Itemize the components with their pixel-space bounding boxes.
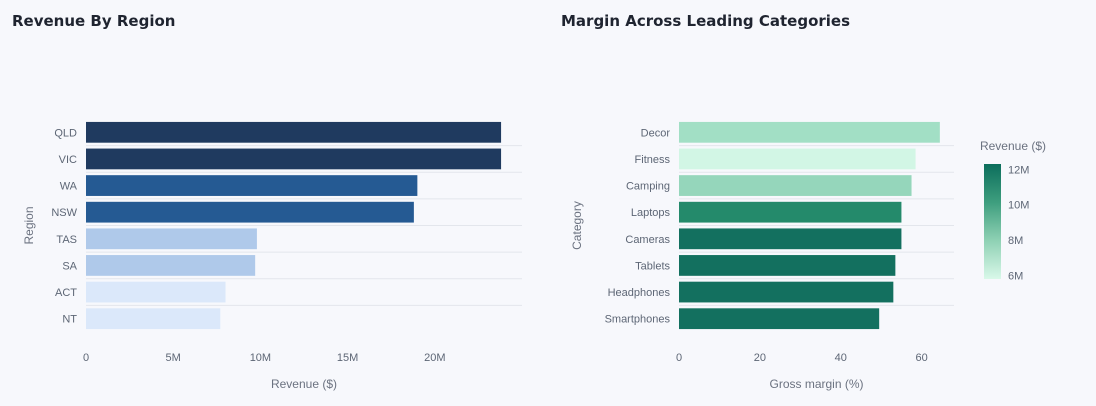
y-tick-label: Laptops	[631, 207, 671, 219]
bar-nsw	[86, 201, 414, 223]
margin-by-category-chart: Margin Across Leading Categories Decor Fi…	[548, 0, 1096, 406]
y-tick-label: SA	[62, 260, 77, 272]
bar-headphones	[679, 281, 894, 303]
colorbar-gradient	[984, 164, 1001, 279]
bar-sa	[86, 255, 256, 276]
x-tick-label: 15M	[337, 352, 358, 364]
x-axis-title: Revenue ($)	[271, 377, 337, 391]
x-tick-label: 40	[835, 352, 847, 364]
x-axis-title: Gross margin (%)	[769, 377, 863, 391]
y-tick-label: ACT	[55, 287, 77, 299]
y-axis-title: Category	[570, 201, 584, 250]
bar-laptops	[679, 201, 902, 223]
y-tick-label: TAS	[56, 234, 77, 246]
bar-cameras	[679, 228, 902, 250]
revenue-by-region-plot: QLD VIC WA NSW TAS SA ACT NT 0 5M 10M 15M 20M Revenue…	[22, 121, 522, 391]
chart-title: Revenue By Region	[12, 12, 176, 30]
y-tick-label: NT	[62, 314, 77, 326]
bar-fitness	[679, 148, 916, 170]
y-tick-label: Cameras	[625, 234, 670, 246]
colorbar-tick-label: 6M	[1008, 270, 1023, 282]
y-tick-label: Headphones	[608, 287, 671, 299]
y-tick-label: Smartphones	[605, 314, 671, 326]
revenue-by-region-chart: Revenue By Region QLD VIC WA NSW TAS SA ACT NT 0…	[12, 12, 522, 391]
y-axis-title: Region	[22, 206, 36, 244]
bar-decor	[679, 121, 940, 143]
bar-tablets	[679, 255, 896, 276]
x-tick-label: 5M	[166, 352, 181, 364]
x-tick-label: 20M	[424, 352, 445, 364]
bar-vic	[86, 148, 502, 170]
bar-nt	[86, 308, 221, 330]
y-tick-label: Decor	[641, 127, 671, 139]
colorbar-tick-label: 12M	[1008, 164, 1029, 176]
x-tick-label: 0	[676, 352, 682, 364]
bar-wa	[86, 175, 418, 196]
chart-title: Margin Across Leading Categories	[561, 12, 851, 30]
y-tick-label: Camping	[626, 181, 670, 193]
bar-tas	[86, 228, 257, 250]
y-tick-label: NSW	[51, 207, 77, 219]
y-tick-label: Fitness	[635, 154, 671, 166]
margin-by-category-plot: Decor Fitness Camping Laptops Cameras Tablets…	[570, 121, 1046, 391]
x-tick-label: 10M	[250, 352, 271, 364]
colorbar-tick-label: 10M	[1008, 200, 1029, 212]
bar-camping	[679, 175, 912, 196]
bar-act	[86, 281, 226, 303]
y-tick-label: Tablets	[635, 260, 670, 272]
y-tick-label: VIC	[59, 154, 77, 166]
y-tick-label: QLD	[54, 127, 77, 139]
x-tick-label: 0	[83, 352, 89, 364]
x-tick-label: 20	[754, 352, 766, 364]
colorbar-tick-label: 8M	[1008, 235, 1023, 247]
x-tick-label: 60	[916, 352, 928, 364]
bar-smartphones	[679, 308, 880, 330]
colorbar-title: Revenue ($)	[980, 139, 1046, 153]
bar-qld	[86, 121, 502, 143]
y-tick-label: WA	[60, 181, 78, 193]
